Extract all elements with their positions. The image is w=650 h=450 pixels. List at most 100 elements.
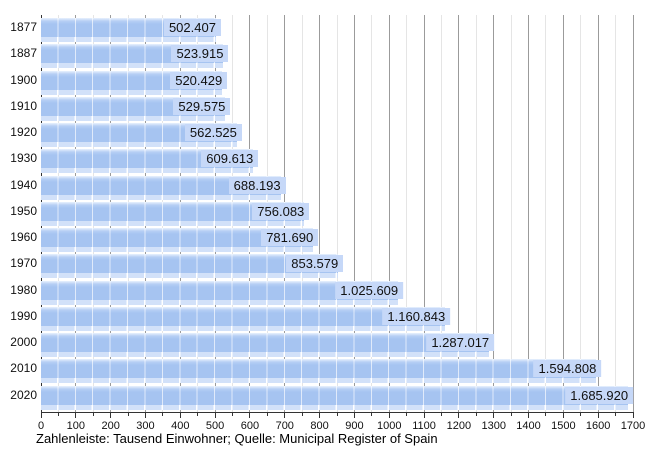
bar-value-label-2020: 1.685.920 bbox=[565, 386, 634, 404]
x-tick-major bbox=[179, 413, 181, 418]
gridline-major bbox=[319, 15, 321, 412]
gridline-minor bbox=[336, 15, 338, 412]
x-tick-major bbox=[528, 413, 530, 418]
x-tick-label-100: 100 bbox=[66, 420, 85, 432]
x-axis-line bbox=[41, 412, 634, 413]
x-tick-minor bbox=[371, 413, 373, 416]
x-tick-label-600: 600 bbox=[240, 420, 260, 432]
x-tick-label-800: 800 bbox=[310, 420, 329, 432]
x-tick-minor bbox=[336, 413, 338, 416]
bar-shadow-strip bbox=[41, 142, 237, 147]
bar-shadow-strip bbox=[41, 325, 446, 331]
bar-1960 bbox=[41, 228, 314, 247]
plot-area: 502.407 523.915 520.429 529.575 562.525 609.6… bbox=[41, 15, 634, 412]
bar-value-label-1960: 781.690 bbox=[261, 229, 319, 246]
y-axis-label-1960: 1960 bbox=[10, 230, 37, 244]
x-tick-label-700: 700 bbox=[275, 420, 294, 432]
x-tick-major bbox=[214, 413, 216, 418]
bar-shadow-strip bbox=[41, 115, 226, 121]
y-axis-label-2020: 2020 bbox=[10, 387, 37, 402]
y-axis-label-1887: 1887 bbox=[10, 46, 37, 61]
x-tick-minor bbox=[580, 413, 582, 416]
bar-1930 bbox=[41, 149, 254, 169]
bar-shadow-strip bbox=[41, 89, 223, 95]
bar-value-label-1900: 520.429 bbox=[170, 71, 228, 89]
bar-value-label-1910: 529.575 bbox=[173, 97, 231, 115]
bar-shadow-strip bbox=[41, 378, 597, 384]
x-tick-label-1300: 1300 bbox=[481, 420, 506, 432]
x-tick-label-500: 500 bbox=[205, 420, 225, 432]
x-tick-major bbox=[40, 413, 42, 418]
bar-shadow-strip bbox=[41, 352, 490, 357]
x-tick-major bbox=[423, 413, 425, 418]
bar-value-label-2010: 1.594.808 bbox=[533, 360, 602, 378]
gridline-minor bbox=[545, 15, 547, 412]
x-tick-minor bbox=[615, 413, 617, 416]
gridline-minor bbox=[406, 15, 408, 412]
bar-1950 bbox=[41, 201, 305, 221]
gridline-minor bbox=[371, 15, 373, 412]
x-tick-minor bbox=[301, 413, 303, 416]
bar-shadow-strip bbox=[41, 273, 339, 279]
chart-caption: Zahlenleiste: Tausend Einwohner; Quelle:… bbox=[36, 431, 438, 446]
bar-value-label-1950: 756.083 bbox=[252, 202, 310, 220]
y-axis-label-1980: 1980 bbox=[10, 282, 37, 297]
gridline-major bbox=[388, 15, 390, 412]
x-tick-major bbox=[75, 413, 77, 418]
x-tick-major bbox=[458, 413, 460, 418]
gridline-major bbox=[423, 15, 425, 412]
y-axis-label-1910: 1910 bbox=[10, 98, 37, 113]
bar-1990 bbox=[41, 306, 446, 326]
x-tick-minor bbox=[232, 413, 234, 416]
x-tick-minor bbox=[92, 413, 94, 416]
y-axis-label-2000: 2000 bbox=[10, 335, 37, 349]
x-tick-minor bbox=[57, 413, 59, 416]
x-tick-label-1100: 1100 bbox=[412, 420, 436, 432]
bar-value-label-1887: 523.915 bbox=[171, 45, 229, 63]
gridline-major bbox=[597, 15, 599, 412]
gridline-major bbox=[528, 15, 530, 412]
x-tick-label-1500: 1500 bbox=[551, 420, 576, 432]
bar-value-label-1877: 502.407 bbox=[163, 19, 221, 36]
gridline-minor bbox=[440, 15, 442, 412]
x-tick-major bbox=[562, 413, 564, 418]
x-tick-label-200: 200 bbox=[101, 420, 120, 432]
y-axis-label-1930: 1930 bbox=[10, 151, 37, 166]
x-tick-minor bbox=[406, 413, 408, 416]
x-tick-label-1400: 1400 bbox=[516, 420, 541, 432]
x-tick-label-300: 300 bbox=[136, 420, 155, 432]
x-tick-minor bbox=[127, 413, 129, 416]
bar-2020 bbox=[41, 385, 629, 405]
bar-shadow-strip bbox=[41, 299, 399, 305]
x-tick-label-1200: 1200 bbox=[446, 420, 472, 432]
y-axis-label-1900: 1900 bbox=[10, 72, 37, 87]
x-tick-major bbox=[144, 413, 146, 418]
y-axis-label-1950: 1950 bbox=[10, 203, 37, 218]
bar-shadow-strip bbox=[41, 220, 305, 226]
x-tick-minor bbox=[440, 413, 442, 416]
gridline-minor bbox=[510, 15, 512, 412]
bar-shadow-strip bbox=[41, 63, 224, 69]
bar-shadow-strip bbox=[41, 194, 281, 200]
bar-2010 bbox=[41, 359, 597, 379]
y-axis-label-2010: 2010 bbox=[10, 361, 37, 376]
x-tick-minor bbox=[475, 413, 477, 416]
bar-value-label-2000: 1.287.017 bbox=[426, 334, 495, 351]
bar-value-label-1930: 609.613 bbox=[201, 150, 259, 168]
y-axis-label-1877: 1877 bbox=[10, 20, 37, 34]
x-tick-major bbox=[632, 413, 634, 418]
bar-shadow-strip bbox=[41, 404, 629, 410]
x-tick-label-400: 400 bbox=[171, 420, 190, 432]
x-tick-major bbox=[319, 413, 321, 418]
bar-1940 bbox=[41, 175, 281, 195]
x-tick-minor bbox=[510, 413, 512, 416]
bar-value-label-1980: 1.025.609 bbox=[335, 281, 404, 299]
x-tick-label-1600: 1600 bbox=[585, 420, 611, 432]
x-tick-major bbox=[249, 413, 251, 418]
gridline-minor bbox=[615, 15, 617, 412]
bar-value-label-1970: 853.579 bbox=[286, 255, 344, 273]
gridline-minor bbox=[475, 15, 477, 412]
bar-shadow-strip bbox=[41, 168, 254, 174]
x-tick-minor bbox=[545, 413, 547, 416]
